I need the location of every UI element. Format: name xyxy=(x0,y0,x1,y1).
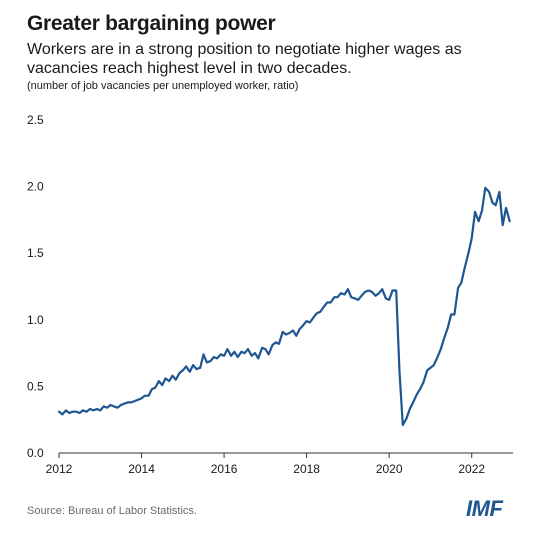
y-tick-label: 1.5 xyxy=(27,246,44,260)
vacancy-ratio-line xyxy=(57,186,511,427)
source-note: Source: Bureau of Labor Statistics. xyxy=(27,505,197,517)
x-tick-label: 2022 xyxy=(458,462,485,476)
chart-title: Greater bargaining power xyxy=(27,12,276,35)
y-tick-label: 0.5 xyxy=(27,379,44,393)
unit-note: (number of job vacancies per unemployed … xyxy=(27,80,299,92)
x-axis: 2012 2014 2016 2018 2020 2022 xyxy=(46,452,513,476)
chart-subtitle: Workers are in a strong position to nego… xyxy=(27,41,462,77)
y-axis-ticks: 0.0 0.5 1.0 1.5 2.0 2.5 xyxy=(27,113,44,460)
y-tick-label: 2.5 xyxy=(27,113,44,127)
y-tick-label: 0.0 xyxy=(27,446,44,460)
x-tick-label: 2012 xyxy=(46,462,73,476)
series-layer xyxy=(57,186,511,427)
x-tick-label: 2014 xyxy=(128,462,155,476)
x-tick-label: 2018 xyxy=(293,462,320,476)
x-tick-label: 2020 xyxy=(376,462,403,476)
y-tick-label: 2.0 xyxy=(27,180,44,194)
x-tick-label: 2016 xyxy=(211,462,238,476)
y-tick-label: 1.0 xyxy=(27,313,44,327)
imf-logo: IMF xyxy=(466,496,503,521)
